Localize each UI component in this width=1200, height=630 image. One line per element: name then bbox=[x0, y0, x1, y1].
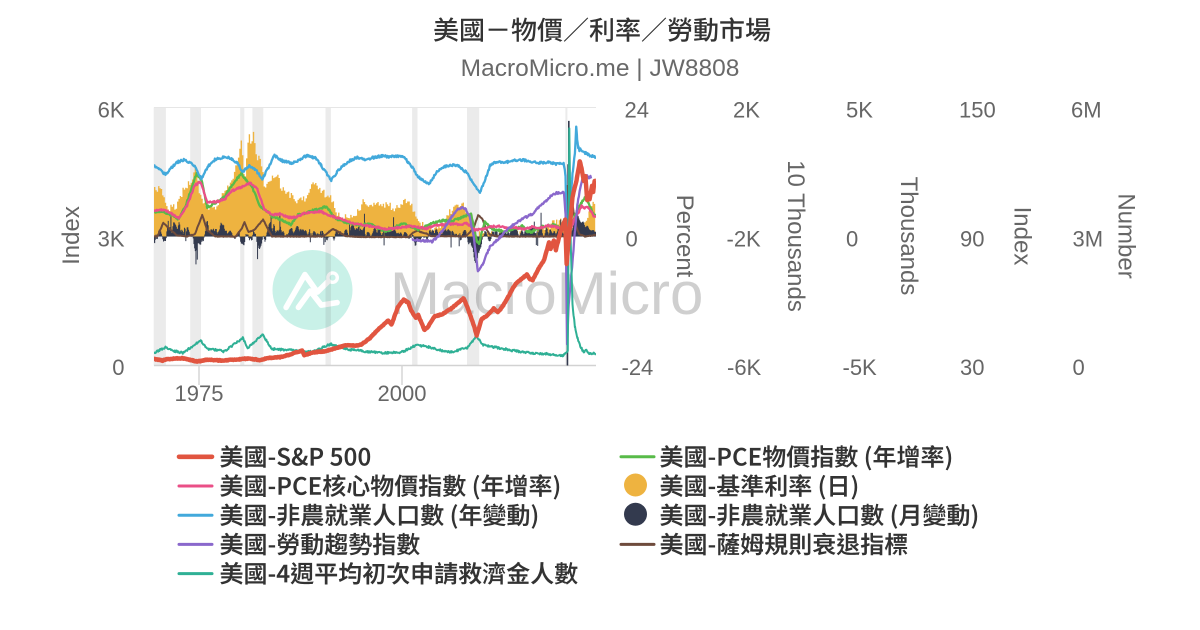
svg-text:5K: 5K bbox=[846, 98, 873, 123]
svg-text:Number: Number bbox=[1113, 193, 1140, 278]
svg-text:-2K: -2K bbox=[727, 227, 762, 252]
svg-text:6K: 6K bbox=[98, 98, 125, 123]
svg-text:3M: 3M bbox=[1073, 227, 1104, 252]
svg-text:MacroMicro.me | JW8808: MacroMicro.me | JW8808 bbox=[461, 55, 740, 82]
svg-text:Thousands: Thousands bbox=[895, 177, 922, 296]
svg-text:0: 0 bbox=[112, 355, 124, 380]
svg-text:1975: 1975 bbox=[175, 381, 224, 406]
svg-text:2K: 2K bbox=[733, 98, 760, 123]
svg-text:24: 24 bbox=[625, 98, 649, 123]
svg-text:3K: 3K bbox=[98, 227, 125, 252]
svg-text:0: 0 bbox=[846, 227, 858, 252]
svg-text:6M: 6M bbox=[1071, 98, 1102, 123]
svg-text:Percent: Percent bbox=[671, 195, 698, 278]
svg-text:Index: Index bbox=[58, 206, 85, 265]
svg-text:150: 150 bbox=[959, 98, 996, 123]
svg-text:0: 0 bbox=[1073, 355, 1085, 380]
svg-text:10 Thousands: 10 Thousands bbox=[782, 160, 809, 312]
svg-text:Index: Index bbox=[1009, 207, 1036, 266]
svg-text:30: 30 bbox=[960, 355, 984, 380]
svg-text:90: 90 bbox=[960, 227, 984, 252]
svg-text:2000: 2000 bbox=[378, 381, 427, 406]
svg-text:-5K: -5K bbox=[843, 355, 878, 380]
svg-text:-6K: -6K bbox=[727, 355, 762, 380]
svg-text:-24: -24 bbox=[622, 355, 654, 380]
svg-text:0: 0 bbox=[626, 227, 638, 252]
